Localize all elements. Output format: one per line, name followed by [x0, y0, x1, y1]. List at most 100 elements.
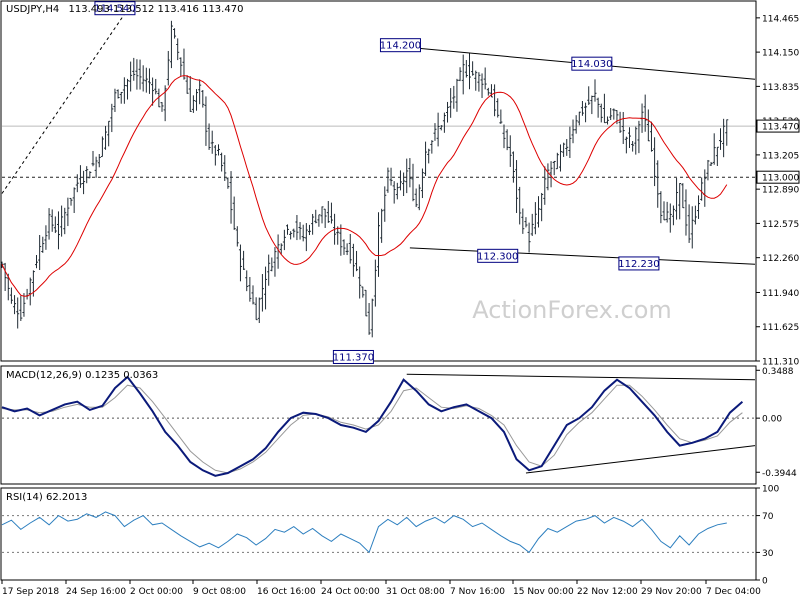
- symbol-label: USDJPY,H4: [6, 4, 59, 15]
- macd-trendlines: [406, 373, 756, 474]
- ohlc-bar: [6, 273, 10, 301]
- ohlc-bar: [35, 255, 39, 269]
- ohlc-bar: [179, 57, 183, 77]
- rsi-line: [1, 511, 727, 554]
- ohlc-bar: [141, 65, 145, 92]
- ohlc-bar: [665, 201, 669, 223]
- ohlc-bar: [292, 228, 296, 238]
- ohlc-bar: [56, 211, 60, 250]
- x-axis: 17 Sep 2018 24 Sep 16:00 2 Oct 00:00 9 Oct …: [1, 580, 761, 597]
- ohlc-bar: [618, 111, 622, 133]
- ohlc-bar: [471, 61, 475, 76]
- price-label: 114.030: [571, 56, 613, 71]
- ohlc-bar: [380, 208, 384, 243]
- price-tick-label: 111.625: [762, 323, 799, 333]
- ohlc-bar: [147, 68, 151, 94]
- ohlc-bar: [446, 101, 450, 123]
- ohlc-bar: [282, 229, 286, 251]
- rsi-tick-label: 30: [762, 549, 774, 559]
- ohlc-bar: [537, 196, 541, 228]
- ohlc-bar: [100, 136, 104, 158]
- ohlc-bar: [314, 209, 318, 224]
- ohlc-bar: [693, 205, 697, 225]
- ohlc-bar: [13, 295, 17, 315]
- ohlc-bar: [9, 287, 13, 304]
- x-tick-label: 22 Nov 12:00: [577, 587, 638, 597]
- ohlc-bar: [546, 163, 550, 191]
- ohlc-bar: [405, 158, 409, 194]
- ohlc-bar: [97, 153, 101, 168]
- macd-tick-label: 0.3488: [762, 367, 794, 377]
- ohlc-bar: [715, 146, 719, 166]
- ohlc-bar: [656, 160, 660, 208]
- ohlc-bar: [505, 129, 509, 151]
- price-tick-label: 111.940: [762, 289, 799, 299]
- ohlc-bar: [151, 77, 155, 106]
- ohlc-bar: [684, 189, 688, 236]
- ohlc-bar: [355, 250, 359, 272]
- price-tick-label: 114.150: [762, 49, 799, 59]
- ohlc-bar: [166, 50, 170, 86]
- ohlc-bar: [129, 61, 133, 92]
- ohlc-bar: [229, 171, 233, 224]
- ohlc-bar: [527, 222, 531, 253]
- ohlc-bar: [16, 297, 20, 329]
- ohlc-bar: [452, 85, 456, 109]
- ohlc-bar: [631, 141, 635, 152]
- ohlc-bar: [549, 161, 553, 188]
- ohlc-bar: [307, 224, 311, 236]
- ohlc-bar: [474, 70, 478, 91]
- x-tick-label: 7 Nov 16:00: [450, 587, 505, 597]
- ohlc-bar: [386, 167, 390, 193]
- ohlc-bar: [530, 213, 534, 236]
- svg-text:114.540: 114.540: [94, 4, 135, 15]
- ohlc-bar: [210, 130, 214, 154]
- ohlc-bar: [361, 286, 365, 298]
- rsi-label: RSI(14) 62.2013: [6, 492, 87, 503]
- ohlc-bar: [467, 53, 471, 90]
- ohlc-bar: [50, 209, 54, 232]
- ohlc-bar: [235, 226, 239, 247]
- macd-panel: 0.3488 0.00 -0.3944 MACD(12,26,9) 0.1235 0…: [0, 365, 797, 485]
- ohlc-bar: [323, 208, 327, 228]
- rsi-panel: 100 70 30 0 RSI(14) 62.2013: [0, 485, 779, 587]
- ohlc-bar: [238, 244, 242, 282]
- ohlc-bar: [317, 214, 321, 227]
- ohlc-bar: [364, 289, 368, 317]
- ohlc-bar: [662, 201, 666, 221]
- ohlc-bar: [47, 208, 51, 240]
- ohlc-bar: [132, 57, 136, 81]
- ohlc-bar: [402, 172, 406, 197]
- price-label: 112.230: [618, 256, 660, 271]
- ohlc-bar: [587, 86, 591, 105]
- ohlc-bar: [681, 183, 685, 209]
- ohlc-bar: [649, 121, 653, 152]
- ohlc-bar: [304, 223, 308, 252]
- ohlc-bar: [668, 203, 672, 233]
- ohlc-bar: [298, 222, 302, 240]
- ohlc-bar: [72, 187, 76, 213]
- ohlc-bar: [675, 178, 679, 220]
- ohlc-bar: [53, 216, 57, 234]
- svg-text:114.200: 114.200: [380, 41, 421, 52]
- ohlc-bar: [126, 78, 129, 100]
- trendline-dotted: [1, 9, 128, 194]
- ohlc-bar: [392, 181, 396, 204]
- price-panel: 114.465114.150113.835113.520113.205112.8…: [0, 0, 800, 368]
- ohlc-bar: [88, 171, 92, 179]
- ohlc-bar: [191, 95, 195, 113]
- ohlc-bar: [659, 191, 663, 224]
- ohlc-bar: [609, 107, 613, 120]
- ohlc-bar: [593, 79, 597, 102]
- ohlc-bar: [483, 67, 487, 90]
- ohlc-bar: [113, 88, 117, 112]
- price-tick-label: 113.835: [762, 83, 799, 93]
- ohlc-bar: [223, 155, 227, 181]
- ohlc-bar: [518, 186, 522, 225]
- ohlc-bar: [577, 111, 581, 126]
- ohlc-bar: [91, 150, 95, 167]
- ohlc-bar: [555, 152, 559, 170]
- price-tick-label: 112.575: [762, 220, 799, 230]
- ohlc-bar: [508, 135, 512, 167]
- ohlc-bar: [612, 108, 616, 120]
